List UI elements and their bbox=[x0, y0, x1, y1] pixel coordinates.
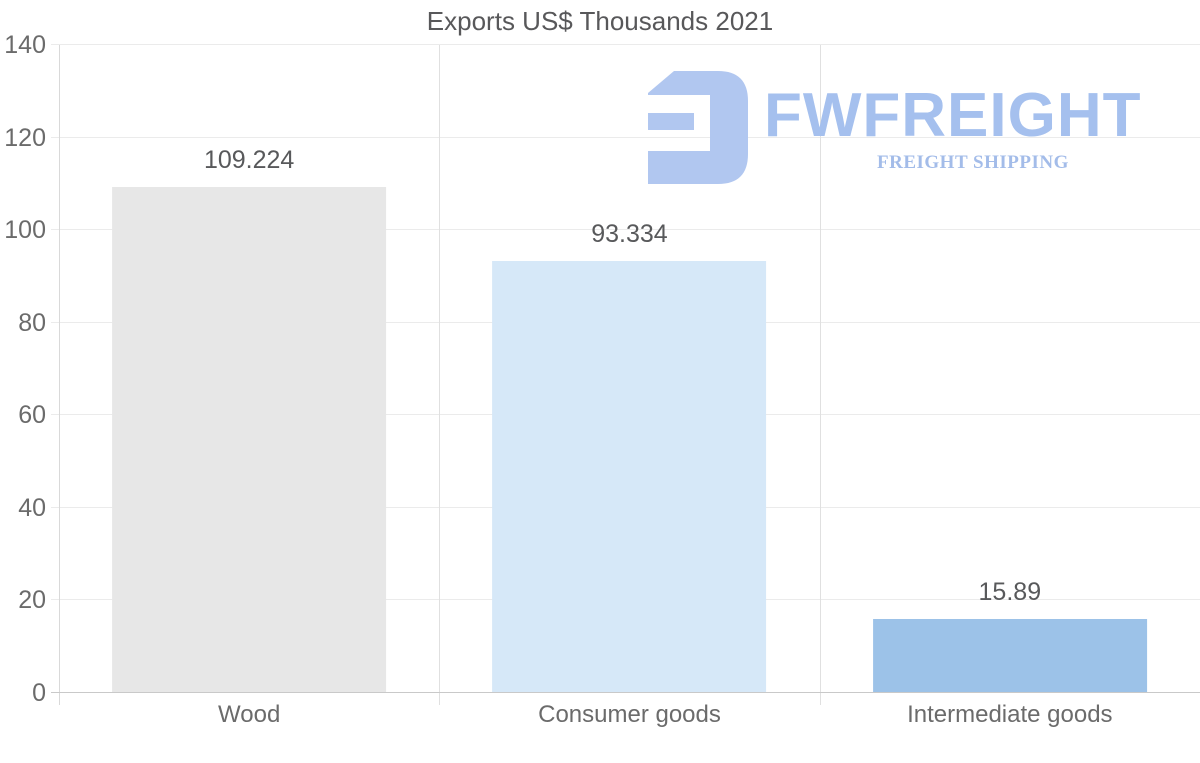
y-tick-label-100: 100 bbox=[4, 216, 46, 245]
y-tick-label-120: 120 bbox=[4, 123, 46, 152]
bar-group-consumer-goods: 93.334 bbox=[439, 45, 819, 693]
plot-area: 109.224 93.334 15.89 bbox=[51, 44, 1200, 705]
brand-tagline: FREIGHT SHIPPING bbox=[877, 152, 1069, 173]
x-axis-labels: Wood Consumer goods Intermediate goods bbox=[59, 700, 1200, 730]
y-tick-label-60: 60 bbox=[18, 401, 46, 430]
x-category-label-intermediate-goods: Intermediate goods bbox=[907, 701, 1113, 728]
brand-watermark: FWFREIGHT FREIGHT SHIPPING bbox=[648, 71, 1158, 191]
x-category-label-consumer-goods: Consumer goods bbox=[538, 701, 721, 728]
bar-consumer-goods bbox=[492, 261, 767, 693]
x-category-label-wood: Wood bbox=[218, 701, 281, 728]
brand-name: FWFREIGHT bbox=[764, 81, 1142, 150]
gridline-y-120 bbox=[51, 136, 1200, 138]
bar-value-label-intermediate-goods: 15.89 bbox=[978, 578, 1042, 607]
bar-value-label-consumer-goods: 93.334 bbox=[591, 220, 668, 248]
y-tick-label-20: 20 bbox=[18, 586, 46, 615]
y-tick-label-140: 140 bbox=[4, 31, 46, 59]
y-tick-label-0: 0 bbox=[32, 679, 46, 707]
gridline-y-0 bbox=[51, 692, 1200, 693]
bar-intermediate-goods bbox=[872, 619, 1147, 693]
chart-title: Exports US$ Thousands 2021 bbox=[426, 6, 774, 36]
bar-wood bbox=[112, 187, 387, 693]
gridline-y-140 bbox=[51, 44, 1200, 45]
y-tick-label-80: 80 bbox=[18, 308, 46, 337]
category-separator-2 bbox=[819, 45, 821, 705]
y-axis-line bbox=[59, 45, 60, 705]
bar-group-wood: 109.224 bbox=[59, 45, 439, 693]
y-tick-label-40: 40 bbox=[18, 493, 46, 522]
bar-value-label-wood: 109.224 bbox=[203, 146, 295, 175]
y-axis-labels: 0 20 40 60 80 100 120 140 bbox=[0, 31, 46, 707]
fwfreight-logo-icon bbox=[648, 71, 748, 184]
gridline-y-100 bbox=[51, 229, 1200, 231]
category-separator-1 bbox=[439, 45, 441, 705]
bar-group-intermediate-goods: 15.89 bbox=[820, 45, 1200, 693]
